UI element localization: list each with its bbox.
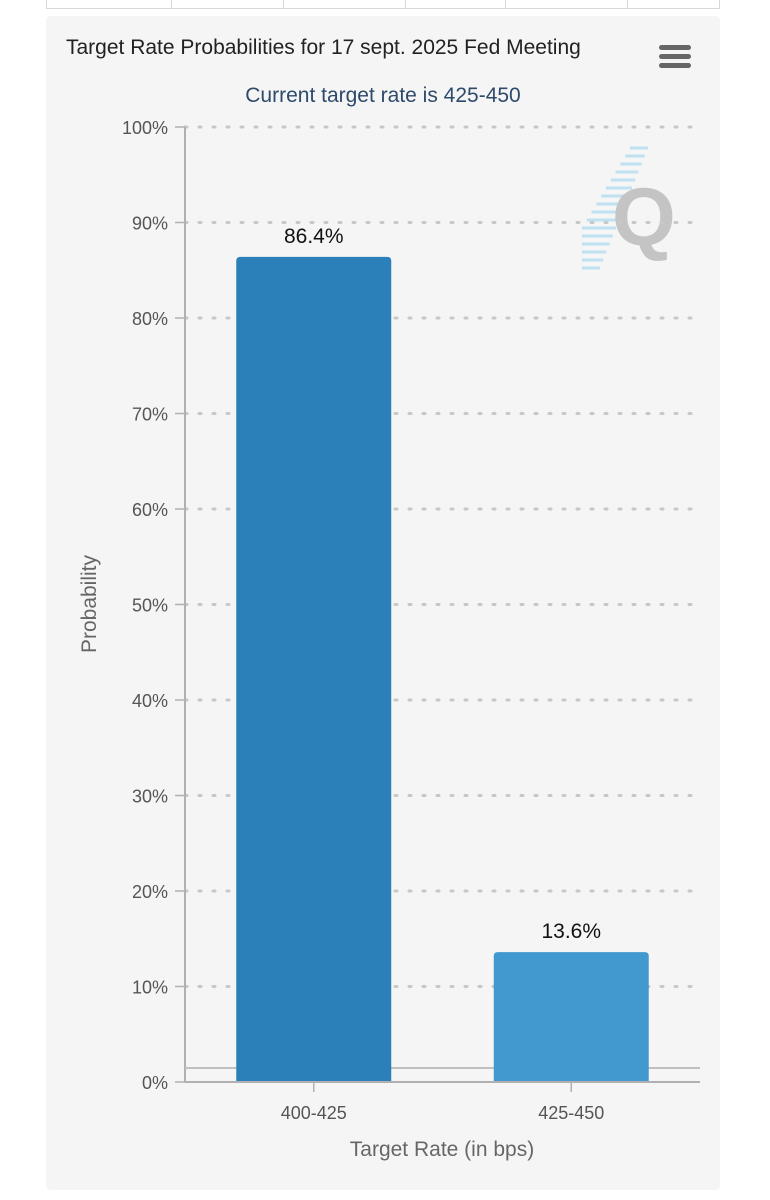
- data-label: 13.6%: [541, 920, 601, 943]
- table-divider: [405, 0, 406, 9]
- table-divider: [627, 0, 628, 9]
- top-table-edge: [46, 0, 720, 9]
- bar-400-425: [236, 256, 392, 1082]
- y-tick-label: 20%: [132, 882, 168, 902]
- table-divider: [505, 0, 506, 9]
- y-tick-label: 50%: [132, 596, 168, 616]
- y-tick-label: 40%: [132, 691, 168, 711]
- bar-425-450: [493, 952, 649, 1082]
- hamburger-menu-icon[interactable]: [656, 41, 694, 71]
- y-tick-label: 80%: [132, 309, 168, 329]
- data-label: 86.4%: [284, 225, 344, 248]
- x-tick-label: 425-450: [538, 1103, 604, 1123]
- y-tick-label: 100%: [122, 118, 168, 138]
- watermark-logo: Q: [582, 146, 676, 270]
- table-divider: [283, 0, 284, 9]
- y-axis-title: Probability: [78, 554, 101, 653]
- chart-title: Target Rate Probabilities for 17 sept. 2…: [66, 36, 581, 59]
- chart-subtitle: Current target rate is 425-450: [245, 84, 521, 107]
- y-tick-label: 60%: [132, 500, 168, 520]
- y-tick-label: 90%: [132, 214, 168, 234]
- x-tick-label: 400-425: [281, 1103, 347, 1123]
- y-tick-label: 70%: [132, 405, 168, 425]
- y-tick-label: 0%: [142, 1073, 168, 1093]
- table-divider: [171, 0, 172, 9]
- y-tick-label: 10%: [132, 978, 168, 998]
- x-axis-title: Target Rate (in bps): [350, 1138, 534, 1161]
- y-tick-label: 30%: [132, 787, 168, 807]
- svg-text:Q: Q: [612, 172, 676, 263]
